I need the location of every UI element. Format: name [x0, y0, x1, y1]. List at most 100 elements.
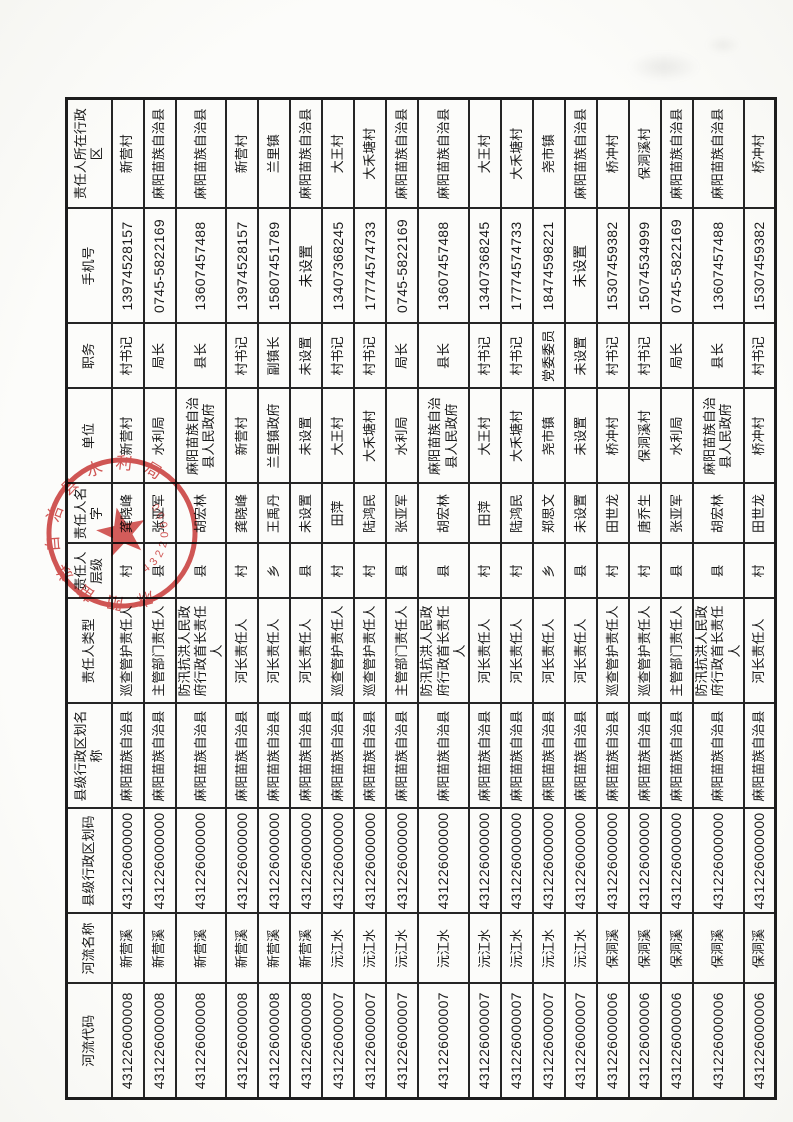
cell-region: 麻阳苗族自治县 [565, 98, 597, 209]
cell-code: 431226000007 [533, 983, 565, 1099]
cell-level: 村 [743, 543, 776, 599]
table-row: 431226000008 新营溪 431226000000 麻阳苗族自治县 河长责任人村… [226, 98, 259, 1099]
cell-code: 431226000007 [418, 983, 469, 1099]
cell-adm_code: 431226000000 [533, 808, 565, 914]
cell-unit: 未设置 [565, 388, 597, 484]
cell-level: 村 [629, 543, 661, 599]
cell-unit: 水利局 [386, 388, 419, 484]
cell-region: 桥冲村 [597, 98, 629, 209]
cell-phone: 13607457488 [175, 208, 227, 324]
cell-unit: 大禾塘村 [354, 388, 387, 484]
cell-unit: 大王村 [469, 388, 501, 484]
cell-type: 防汛抗洪人民政府行政首长责任人 [693, 598, 744, 704]
cell-river: 新营溪 [258, 913, 291, 984]
cell-adm_code: 431226000000 [501, 808, 533, 914]
cell-name: 陆鸿民 [501, 483, 533, 544]
cell-type: 巡查管护责任人 [629, 598, 661, 704]
cell-title: 村书记 [597, 323, 629, 389]
column-header-adm_name: 县级行政区划名称 [66, 703, 112, 809]
cell-title: 村书记 [629, 323, 661, 389]
cell-region: 大王村 [469, 98, 501, 209]
column-header-title: 职务 [66, 323, 112, 389]
cell-phone: 13974528157 [111, 208, 144, 324]
cell-name: 未设置 [290, 483, 323, 544]
cell-region: 麻阳苗族自治县 [143, 98, 176, 209]
table-row: 431226000007 沅江水 431226000000 麻阳苗族自治县 防汛抗洪人民… [418, 98, 469, 1099]
cell-river: 沅江水 [533, 913, 565, 984]
column-header-type: 责任人类型 [66, 598, 112, 704]
cell-river: 保洞溪 [629, 913, 661, 984]
cell-title: 局长 [661, 323, 693, 389]
cell-unit: 大禾塘村 [501, 388, 533, 484]
column-header-river: 河流名称 [66, 913, 112, 984]
cell-river: 沅江水 [501, 913, 533, 984]
cell-type: 防汛抗洪人民政府行政首长责任人 [418, 598, 469, 704]
cell-title: 未设置 [290, 323, 323, 389]
cell-level: 村 [322, 543, 355, 599]
table-row: 431226000006 保洞溪 431226000000 麻阳苗族自治县 防汛抗洪人民… [693, 98, 744, 1099]
cell-river: 沅江水 [469, 913, 501, 984]
cell-region: 桥冲村 [743, 98, 776, 209]
cell-unit: 麻阳苗族自治县人民政府 [693, 388, 744, 484]
cell-title: 村书记 [354, 323, 387, 389]
cell-level: 县 [290, 543, 323, 599]
cell-phone: 13407368245 [469, 208, 501, 324]
cell-title: 村书记 [226, 323, 259, 389]
cell-level: 县 [693, 543, 744, 599]
cell-level: 县 [565, 543, 597, 599]
cell-type: 巡查管护责任人 [597, 598, 629, 704]
cell-river: 新营溪 [290, 913, 323, 984]
cell-adm_code: 431226000000 [290, 808, 323, 914]
cell-adm_name: 麻阳苗族自治县 [597, 703, 629, 809]
cell-unit: 桥冲村 [743, 388, 776, 484]
cell-title: 村书记 [501, 323, 533, 389]
cell-type: 主管部门责任人 [386, 598, 419, 704]
cell-type: 河长责任人 [533, 598, 565, 704]
cell-name: 龚晓峰 [226, 483, 259, 544]
cell-name: 王禹丹 [258, 483, 291, 544]
cell-phone: 18474598221 [533, 208, 565, 324]
cell-river: 沅江水 [354, 913, 387, 984]
seal-ring [46, 457, 198, 609]
cell-adm_name: 麻阳苗族自治县 [629, 703, 661, 809]
cell-river: 保洞溪 [743, 913, 776, 984]
cell-river: 新营溪 [175, 913, 227, 984]
cell-unit: 桥冲村 [597, 388, 629, 484]
cell-phone: 13607457488 [418, 208, 469, 324]
cell-level: 村 [469, 543, 501, 599]
cell-level: 村 [501, 543, 533, 599]
cell-name: 胡宏林 [693, 483, 744, 544]
cell-adm_code: 431226000000 [693, 808, 744, 914]
cell-adm_name: 麻阳苗族自治县 [175, 703, 227, 809]
cell-title: 未设置 [565, 323, 597, 389]
cell-adm_name: 麻阳苗族自治县 [226, 703, 259, 809]
cell-name: 陆鸿民 [354, 483, 387, 544]
cell-code: 431226000007 [469, 983, 501, 1099]
cell-phone: 0745-5822169 [661, 208, 693, 324]
cell-type: 巡查管护责任人 [354, 598, 387, 704]
cell-code: 431226000008 [258, 983, 291, 1099]
cell-adm_code: 431226000000 [386, 808, 419, 914]
cell-adm_name: 麻阳苗族自治县 [290, 703, 323, 809]
cell-type: 河长责任人 [565, 598, 597, 704]
cell-phone: 15807451789 [258, 208, 291, 324]
seal-star-icon [96, 507, 145, 557]
cell-phone: 15074534999 [629, 208, 661, 324]
table-row: 431226000008 新营溪 431226000000 麻阳苗族自治县 河长责任人县… [290, 98, 323, 1099]
cell-region: 麻阳苗族自治县 [693, 98, 744, 209]
cell-river: 保洞溪 [693, 913, 744, 984]
cell-level: 乡 [258, 543, 291, 599]
cell-adm_name: 麻阳苗族自治县 [354, 703, 387, 809]
column-header-phone: 手机号 [66, 208, 112, 324]
table-row: 431226000008 新营溪 431226000000 麻阳苗族自治县 河长责任人乡… [258, 98, 291, 1099]
cell-region: 麻阳苗族自治县 [386, 98, 419, 209]
svg-text:43220000: 43220000 [139, 496, 175, 577]
cell-type: 河长责任人 [258, 598, 291, 704]
rotated-table-region: 河流代码 河流名称 县级行政区划码 县级行政区划名称 责任人类型 责任人层级 责任人名字 单位… [34, 97, 778, 1100]
cell-unit: 未设置 [290, 388, 323, 484]
cell-code: 431226000007 [501, 983, 533, 1099]
cell-region: 保洞溪村 [629, 98, 661, 209]
cell-adm_code: 431226000000 [743, 808, 776, 914]
cell-river: 沅江水 [565, 913, 597, 984]
